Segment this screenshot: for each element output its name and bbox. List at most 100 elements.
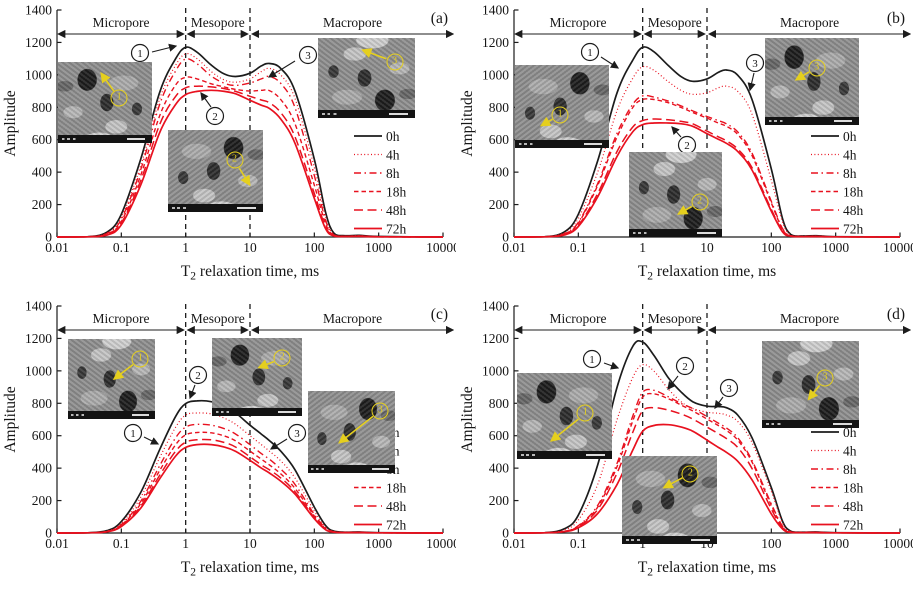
y-tick-label: 400 [489,165,510,180]
sem-info-bar [622,536,717,544]
sem-inset-2: 2 [622,456,717,544]
sem-info-bar [517,451,612,459]
inset-number: 1 [551,106,569,124]
region-label: Mesopore [648,15,702,30]
legend-label: 0h [386,129,400,144]
inset-number: 3 [808,59,826,77]
y-tick-label: 800 [32,396,53,411]
sem-inset-3: 3 [762,341,859,428]
y-tick-label: 0 [502,526,509,541]
y-tick-label: 1000 [25,363,52,378]
y-tick-label: 1000 [482,363,509,378]
y-tick-label: 0 [45,230,52,245]
inset-annotation-arrow [549,418,579,442]
x-tick-label: 0.01 [45,536,69,551]
y-tick-label: 200 [32,493,53,508]
y-tick-label: 800 [32,100,53,115]
legend-label: 72h [386,517,407,532]
inset-number: 2 [691,193,709,211]
x-tick-label: 100 [304,240,325,255]
x-tick-label: 100 [761,240,782,255]
callout-circle [287,423,307,443]
curve-72h [56,443,444,534]
sem-info-bar [318,110,415,118]
x-tick-label: 0.01 [502,240,526,255]
callout-circle [580,42,600,62]
x-axis-title: T2 relaxation time, ms [181,559,319,579]
callout-circle [298,45,318,65]
legend-label: 8h [843,166,857,181]
sem-info-bar [762,420,859,428]
sem-inset-1: 1 [517,373,612,459]
inset-annotation-arrow [361,48,387,60]
y-tick-label: 400 [32,165,53,180]
callout-number: 2 [684,140,690,152]
y-tick-label: 0 [45,526,52,541]
legend-label: 4h [843,443,857,458]
inset-annotation-arrow [539,116,553,127]
x-axis-title: T2 relaxation time, ms [638,263,776,283]
y-tick-label: 600 [489,132,510,147]
callout-circle [582,349,602,369]
y-tick-label: 1200 [25,35,52,50]
legend-label: 4h [386,147,400,162]
legend-label: 48h [386,203,407,218]
x-tick-label: 1 [182,536,189,551]
sem-info-bar [308,465,395,473]
y-tick-label: 800 [489,396,510,411]
sem-texture [517,373,612,459]
curve-4h [513,363,901,534]
inset-number: 1 [576,404,594,422]
y-axis-title: Amplitude [2,90,19,156]
legend-label: 72h [386,221,407,236]
y-tick-label: 200 [489,197,510,212]
y-axis-title: Amplitude [2,386,19,452]
x-tick-label: 0.1 [570,536,587,551]
x-tick-label: 1 [182,240,189,255]
inset-annotation-arrow [807,385,821,401]
panel-letter: (c) [431,306,448,323]
callout-circle [719,378,739,398]
sem-inset-2: 2 [168,130,263,212]
panel-d: 0.010.1110100100010000020040060080010001… [457,296,913,592]
legend-label: 18h [386,184,407,199]
inset-annotation-arrow [662,477,683,489]
callout-number: 1 [137,48,143,60]
callout-number: 3 [305,50,311,62]
y-tick-label: 1200 [482,35,509,50]
legend-label: 18h [843,480,864,495]
y-tick-label: 600 [489,428,510,443]
x-tick-label: 1000 [822,240,849,255]
region-label: Micropore [93,15,150,30]
callout-number: 2 [195,370,201,382]
x-tick-label: 0.1 [113,536,130,551]
sem-inset-3: 3 [318,38,415,118]
legend-label: 48h [843,203,864,218]
x-tick-label: 0.01 [502,536,526,551]
panel-letter: (a) [431,10,448,27]
sem-inset-2: 2 [212,338,302,416]
callout-number: 2 [212,111,218,123]
region-label: Mesopore [191,311,245,326]
callout-number: 3 [752,58,758,70]
x-axis-title: T2 relaxation time, ms [638,559,776,579]
panel-letter: (d) [887,306,905,323]
curve-72h [56,89,444,238]
inset-annotation-arrow [676,205,693,215]
legend-label: 72h [843,221,864,236]
sem-info-bar [58,135,152,143]
inset-number: 3 [371,402,389,420]
callout-circle [130,43,150,63]
x-tick-label: 1000 [365,536,392,551]
callout-number: 1 [587,47,593,59]
x-axis-title: T2 relaxation time, ms [181,263,319,283]
y-tick-label: 200 [32,197,53,212]
callout-number: 2 [682,361,688,373]
